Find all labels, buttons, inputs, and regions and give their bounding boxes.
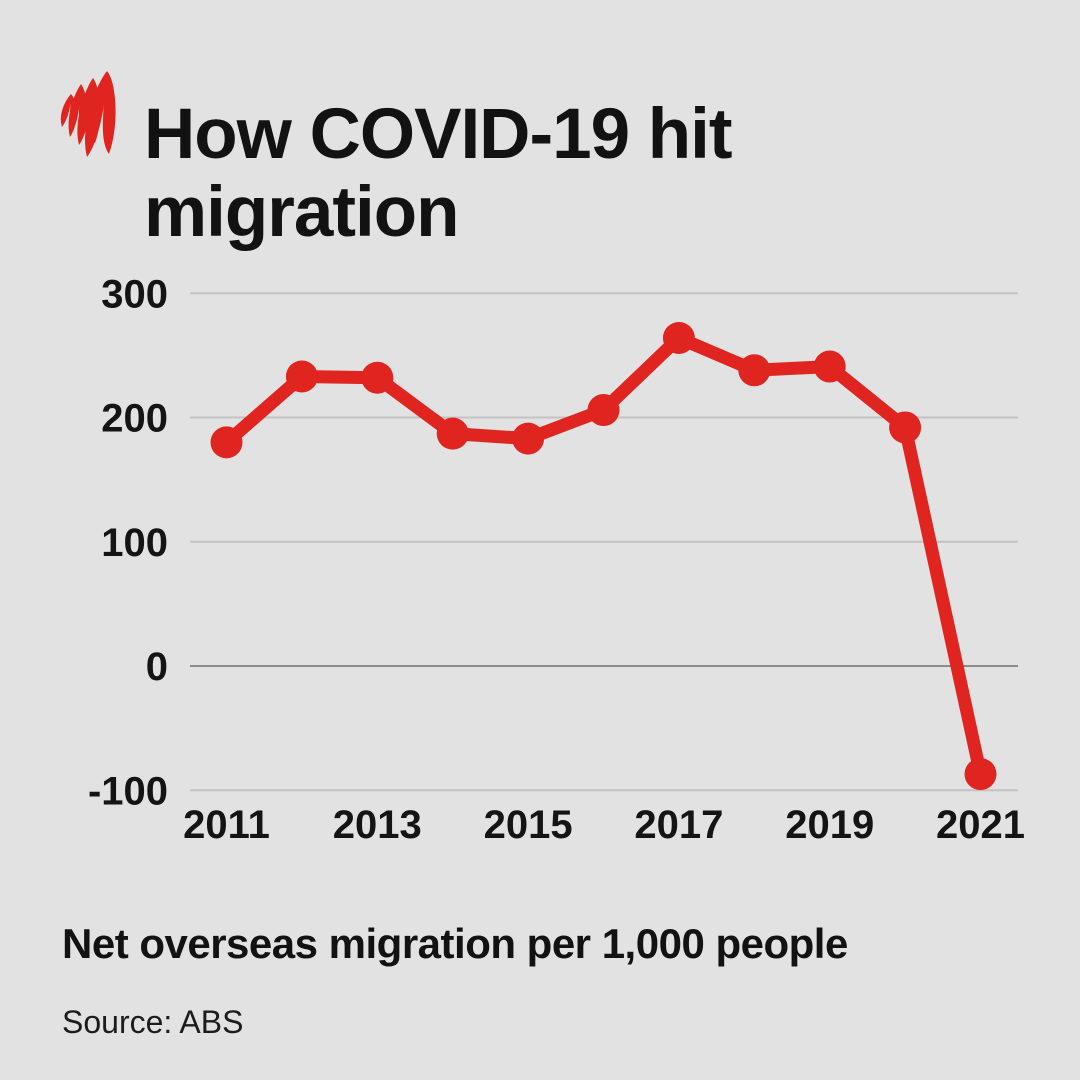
data-point-2011 (210, 426, 243, 459)
x-tick-label: 2019 (785, 803, 874, 847)
y-tick-label: 100 (101, 521, 168, 565)
data-point-2013 (361, 361, 394, 394)
page-title: How COVID-19 hit migration (144, 94, 733, 252)
data-point-2018 (738, 354, 771, 387)
x-tick-label: 2021 (936, 803, 1025, 847)
data-point-2017 (662, 321, 695, 354)
y-tick-label: 200 (101, 397, 168, 441)
x-tick-label: 2011 (183, 803, 270, 847)
source-text: Source: ABS (62, 1004, 244, 1040)
x-tick-label: 2013 (333, 803, 422, 847)
data-point-2014 (436, 417, 469, 450)
sbs-logo-icon (60, 71, 116, 157)
data-point-2019 (813, 350, 846, 383)
data-point-2015 (512, 422, 545, 455)
x-tick-label: 2017 (634, 803, 723, 847)
y-tick-label: 300 (101, 272, 168, 316)
y-tick-label: -100 (88, 769, 168, 813)
data-point-2012 (285, 360, 318, 393)
y-tick-label: 0 (146, 645, 168, 689)
data-point-2021 (964, 758, 997, 791)
data-point-2020 (889, 411, 922, 444)
data-point-2016 (587, 394, 620, 427)
chart-subtitle: Net overseas migration per 1,000 people (62, 920, 848, 967)
x-tick-label: 2015 (484, 803, 573, 847)
